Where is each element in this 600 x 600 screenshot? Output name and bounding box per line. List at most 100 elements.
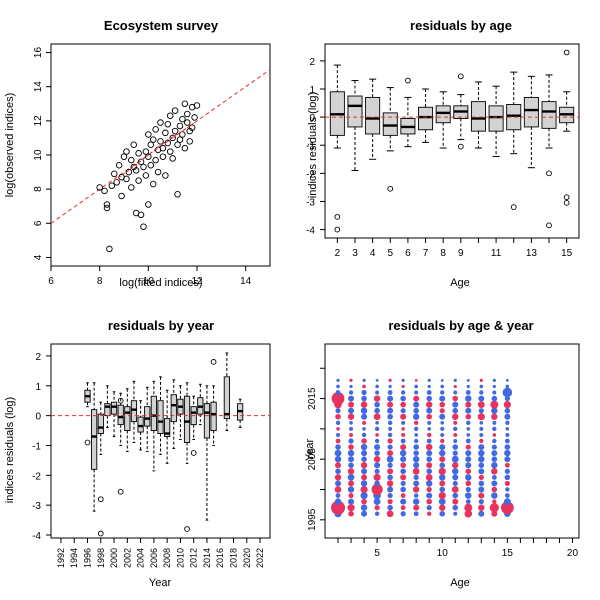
bubble: [413, 444, 419, 450]
panel-title: residuals by year: [108, 318, 214, 333]
bubble: [426, 462, 433, 469]
bubble: [505, 432, 510, 437]
data-point: [152, 156, 159, 164]
bubble: [414, 390, 419, 395]
y-axis-label: Year: [304, 439, 316, 462]
data-point: [106, 245, 113, 253]
smoother-line: [113, 122, 195, 182]
box-outlier: [334, 226, 341, 233]
x-axis-label: Age: [450, 277, 470, 289]
bubble: [400, 493, 406, 498]
x-axis-label: Age: [450, 577, 470, 589]
box-outlier: [546, 170, 552, 177]
data-point: [147, 161, 155, 169]
bubble: [427, 432, 432, 438]
bubble: [413, 480, 420, 487]
x-tick-label: 2012: [189, 548, 199, 568]
bubble: [348, 456, 355, 463]
box-outlier: [563, 49, 570, 56]
bubble: [387, 420, 393, 426]
bubble: [440, 384, 445, 389]
bubble: [360, 480, 368, 487]
bubble: [347, 413, 355, 420]
bubble: [401, 384, 405, 389]
bubble: [504, 474, 511, 481]
bubble: [426, 498, 433, 505]
bubble: [452, 492, 459, 499]
bubble: [453, 384, 457, 389]
bubble: [465, 390, 471, 395]
y-tick-label: 6: [33, 220, 44, 226]
bubble: [504, 480, 510, 487]
x-tick-label: 2018: [229, 548, 239, 568]
y-tick-label: 1995: [307, 508, 318, 531]
bubble: [503, 401, 511, 409]
bubble: [373, 413, 381, 421]
box-iqr: [347, 95, 363, 128]
x-tick-label: 1994: [69, 548, 79, 568]
data-point: [145, 131, 152, 138]
bubble: [360, 443, 368, 451]
box-outlier: [546, 222, 552, 229]
x-axis-label: log(fitted indices): [119, 277, 202, 289]
bubble: [453, 378, 457, 382]
y-tick-label: 14: [33, 81, 44, 93]
bubble: [335, 480, 342, 487]
bubble: [361, 413, 368, 420]
box-outlier: [117, 488, 124, 495]
bubble: [375, 433, 379, 437]
bubble: [489, 503, 499, 513]
panel-ecosystem-survey: Ecosystem survey log(fitted indices) log…: [4, 18, 271, 289]
x-tick-label: 2016: [215, 548, 225, 568]
bubble: [465, 407, 472, 414]
bubble: [360, 485, 368, 494]
bubble: [375, 384, 379, 389]
data-point: [123, 148, 130, 155]
box-iqr: [110, 401, 118, 415]
y-tick-label: -1: [32, 441, 41, 452]
plot-frame: [324, 43, 580, 239]
bubble: [478, 449, 485, 457]
bubble: [413, 395, 420, 402]
bubble: [386, 510, 394, 518]
panel-residuals-by-age-year: residuals by age & year Age Year 5 10 15 20…: [304, 318, 580, 589]
bubble: [400, 480, 406, 487]
bubble: [478, 462, 485, 469]
bubble: [438, 491, 446, 500]
y-tick-label: 2: [35, 352, 41, 363]
bubble: [504, 449, 511, 457]
bubble: [413, 462, 420, 469]
bubble: [386, 455, 394, 463]
bubble: [452, 474, 459, 481]
box-iqr: [418, 106, 434, 131]
bubble: [491, 444, 497, 450]
y-tick-label: 12: [33, 115, 44, 127]
bubble: [505, 420, 510, 426]
bubble: [491, 462, 498, 469]
y-tick-label: -2: [32, 471, 41, 482]
box-iqr: [506, 103, 522, 131]
data-point: [130, 141, 137, 149]
bubble: [465, 438, 471, 444]
data-point: [128, 184, 135, 191]
bubble: [335, 413, 341, 420]
bubble: [349, 384, 353, 389]
bubble: [336, 384, 340, 389]
x-tick-label: 5: [387, 248, 393, 259]
bubble: [361, 468, 368, 475]
bubble: [336, 432, 341, 437]
bubble: [439, 444, 446, 451]
bubble: [335, 408, 341, 414]
bubble: [388, 378, 392, 382]
box-outlier: [510, 204, 517, 210]
data-point: [142, 172, 150, 179]
x-tick-label: 1992: [56, 548, 66, 568]
y-tick-label: 1: [35, 382, 41, 393]
y-tick-label: -1: [306, 141, 315, 152]
x-tick-label: 1996: [83, 548, 93, 568]
bubble: [347, 473, 355, 481]
bubble: [452, 498, 459, 505]
box-iqr: [183, 395, 191, 443]
bubble: [348, 390, 354, 395]
